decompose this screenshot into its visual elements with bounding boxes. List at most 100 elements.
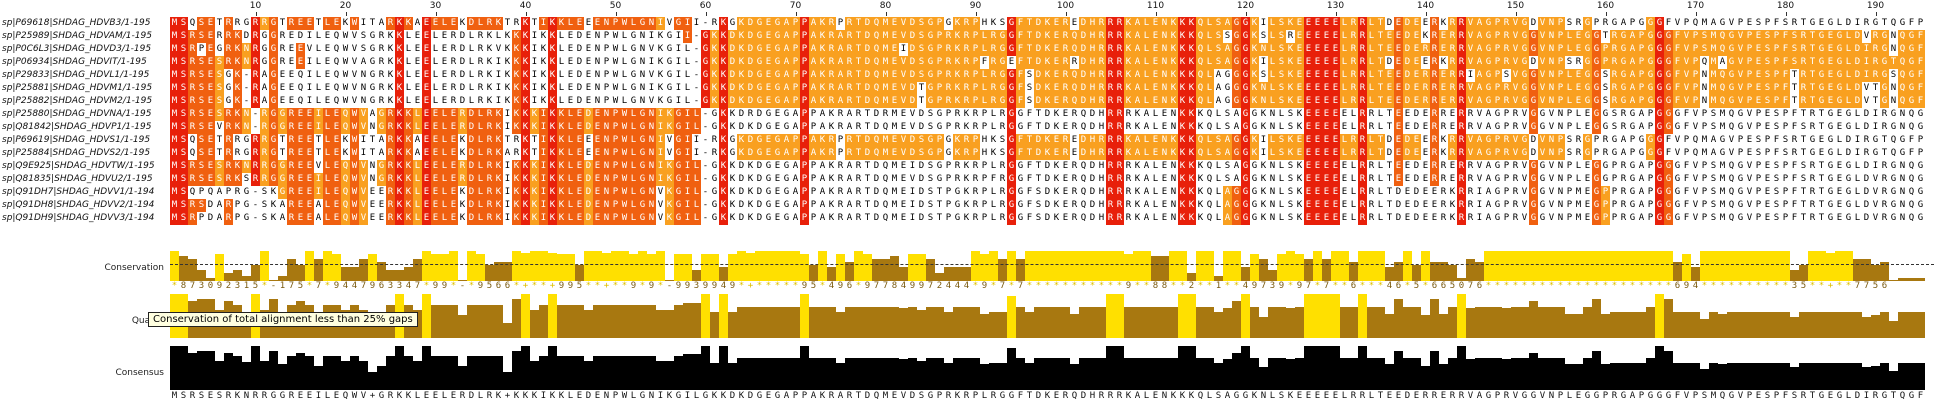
residue-cell[interactable]: R <box>1439 212 1448 225</box>
residue-cell[interactable]: L <box>1376 199 1385 212</box>
residue-cell[interactable]: G <box>1655 160 1664 173</box>
residue-cell[interactable]: Q <box>1898 30 1907 43</box>
residue-cell[interactable]: R <box>1349 56 1358 69</box>
residue-cell[interactable]: R <box>1880 199 1889 212</box>
residue-cell[interactable]: N <box>1547 69 1556 82</box>
residue-cell[interactable]: I <box>1475 186 1484 199</box>
residue-cell[interactable]: W <box>341 56 350 69</box>
residue-cell[interactable]: R <box>1367 160 1376 173</box>
residue-cell[interactable]: R <box>449 30 458 43</box>
residue-cell[interactable]: W <box>620 17 629 30</box>
residue-cell[interactable]: K <box>494 212 503 225</box>
residue-cell[interactable]: K <box>719 82 728 95</box>
residue-cell[interactable]: D <box>1079 30 1088 43</box>
residue-cell[interactable]: A <box>809 43 818 56</box>
residue-cell[interactable]: V <box>1466 147 1475 160</box>
residue-cell[interactable]: D <box>1043 108 1052 121</box>
residue-cell[interactable]: R <box>1358 186 1367 199</box>
residue-cell[interactable]: E <box>584 30 593 43</box>
residue-cell[interactable]: L <box>620 82 629 95</box>
residue-cell[interactable]: G <box>1628 212 1637 225</box>
residue-cell[interactable]: F <box>1907 147 1916 160</box>
residue-cell[interactable]: E <box>1835 160 1844 173</box>
residue-cell[interactable]: E <box>1448 173 1457 186</box>
residue-cell[interactable]: E <box>890 82 899 95</box>
residue-cell[interactable]: R <box>1619 199 1628 212</box>
residue-cell[interactable]: R <box>251 56 260 69</box>
residue-cell[interactable]: V <box>1547 173 1556 186</box>
residue-cell[interactable]: A <box>845 108 854 121</box>
residue-cell[interactable]: G <box>368 56 377 69</box>
residue-cell[interactable]: E <box>1331 121 1340 134</box>
residue-cell[interactable]: R <box>1619 212 1628 225</box>
residue-cell[interactable]: G <box>1619 82 1628 95</box>
residue-cell[interactable]: G <box>1016 212 1025 225</box>
residue-cell[interactable]: T <box>1025 43 1034 56</box>
residue-cell[interactable]: A <box>1475 95 1484 108</box>
consensus-label[interactable]: Consensus <box>115 368 164 378</box>
residue-cell[interactable]: P <box>800 43 809 56</box>
residue-cell[interactable]: A <box>1133 134 1142 147</box>
residue-cell[interactable]: G <box>260 43 269 56</box>
residue-cell[interactable]: G <box>674 160 683 173</box>
residue-cell[interactable]: E <box>1430 212 1439 225</box>
residue-cell[interactable]: T <box>1808 30 1817 43</box>
residue-cell[interactable]: K <box>548 108 557 121</box>
residue-cell[interactable]: R <box>1880 173 1889 186</box>
residue-cell[interactable]: L <box>314 56 323 69</box>
residue-cell[interactable]: G <box>1241 173 1250 186</box>
residue-cell[interactable]: G <box>1241 108 1250 121</box>
residue-cell[interactable]: E <box>1583 199 1592 212</box>
residue-cell[interactable]: R <box>989 95 998 108</box>
residue-cell[interactable]: Q <box>332 95 341 108</box>
residue-cell[interactable]: K <box>512 43 521 56</box>
residue-cell[interactable]: T <box>917 95 926 108</box>
residue-cell[interactable]: S <box>926 199 935 212</box>
sequence-name[interactable]: sp|Q81842|SHDAG_HDVP1/1-195 <box>2 122 152 132</box>
residue-cell[interactable]: E <box>1322 69 1331 82</box>
residue-cell[interactable]: I <box>647 30 656 43</box>
residue-cell[interactable]: K <box>1124 43 1133 56</box>
residue-cell[interactable]: R <box>1619 160 1628 173</box>
residue-cell[interactable]: E <box>1160 186 1169 199</box>
residue-cell[interactable]: T <box>1025 30 1034 43</box>
residue-cell[interactable]: N <box>1898 108 1907 121</box>
residue-cell[interactable]: W <box>620 108 629 121</box>
residue-cell[interactable]: E <box>422 186 431 199</box>
residue-cell[interactable]: G <box>1664 160 1673 173</box>
residue-cell[interactable]: S <box>215 56 224 69</box>
residue-cell[interactable]: R <box>1124 121 1133 134</box>
residue-cell[interactable]: S <box>179 173 188 186</box>
residue-cell[interactable]: A <box>1214 95 1223 108</box>
residue-cell[interactable]: D <box>863 43 872 56</box>
residue-cell[interactable]: P <box>809 160 818 173</box>
residue-cell[interactable]: G <box>1880 69 1889 82</box>
residue-cell[interactable]: G <box>1232 95 1241 108</box>
residue-cell[interactable]: L <box>989 199 998 212</box>
residue-cell[interactable]: R <box>251 82 260 95</box>
residue-cell[interactable]: L <box>980 82 989 95</box>
residue-cell[interactable]: E <box>1304 134 1313 147</box>
residue-cell[interactable]: E <box>1304 30 1313 43</box>
residue-cell[interactable]: S <box>197 17 206 30</box>
residue-cell[interactable]: G <box>368 95 377 108</box>
residue-cell[interactable]: A <box>809 95 818 108</box>
residue-cell[interactable]: G <box>1907 82 1916 95</box>
residue-cell[interactable]: P <box>1772 30 1781 43</box>
residue-cell[interactable]: S <box>1223 173 1232 186</box>
residue-cell[interactable]: R <box>1061 69 1070 82</box>
residue-cell[interactable]: W <box>350 147 359 160</box>
residue-cell[interactable]: Q <box>1196 69 1205 82</box>
residue-cell[interactable]: K <box>728 108 737 121</box>
residue-cell[interactable]: R <box>1349 43 1358 56</box>
residue-cell[interactable]: R <box>1448 134 1457 147</box>
residue-cell[interactable]: S <box>1277 95 1286 108</box>
residue-cell[interactable]: G <box>1808 147 1817 160</box>
residue-cell[interactable]: L <box>413 186 422 199</box>
residue-cell[interactable]: S <box>1799 173 1808 186</box>
residue-cell[interactable]: A <box>359 56 368 69</box>
residue-cell[interactable]: E <box>1835 212 1844 225</box>
residue-cell[interactable]: K <box>404 17 413 30</box>
residue-cell[interactable]: Q <box>1718 43 1727 56</box>
residue-cell[interactable]: V <box>1511 17 1520 30</box>
